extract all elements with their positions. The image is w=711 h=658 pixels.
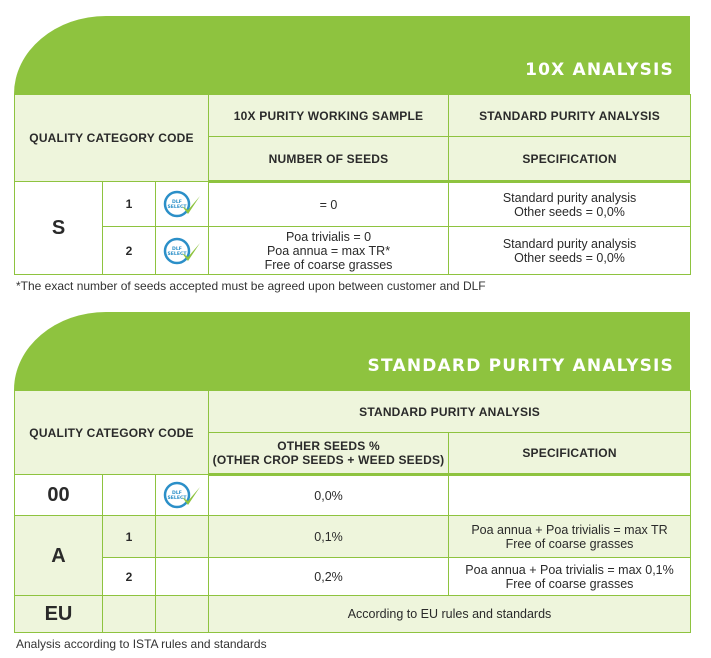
footnote: *The exact number of seeds accepted must… xyxy=(16,279,486,293)
sub-code: 2 xyxy=(102,226,156,275)
eu-rules-cell: According to EU rules and standards xyxy=(208,595,692,633)
table-10x-analysis: QUALITY CATEGORY CODE 10X PURITY WORKING… xyxy=(13,94,692,275)
category-code: A xyxy=(14,515,103,596)
svg-text:DLF: DLF xyxy=(172,490,182,496)
spec-cell xyxy=(448,474,692,516)
other-seeds-header: OTHER SEEDS % (OTHER CROP SEEDS + WEED SE… xyxy=(208,432,450,476)
svg-text:SELECT: SELECT xyxy=(167,251,187,257)
sub-code xyxy=(102,595,156,633)
badge-cell xyxy=(154,515,210,558)
svg-text:SELECT: SELECT xyxy=(167,495,187,501)
other-seeds-value: 0,2% xyxy=(208,557,450,596)
svg-text:DLF: DLF xyxy=(172,199,182,205)
quality-category-header: QUALITY CATEGORY CODE xyxy=(13,390,210,475)
category-code: EU xyxy=(14,595,103,633)
sub-code xyxy=(102,474,156,516)
footnote: Analysis according to ISTA rules and sta… xyxy=(16,637,267,651)
other-seeds-value: 0,1% xyxy=(208,515,450,558)
seeds-cell: Poa trivialis = 0 Poa annua = max TR* Free… xyxy=(208,226,450,275)
other-seeds-value: 0,0% xyxy=(208,474,450,516)
standard-purity-header: STANDARD PURITY ANALYSIS xyxy=(448,94,692,137)
quality-category-header: QUALITY CATEGORY CODE xyxy=(13,94,210,182)
standard-purity-group-header: STANDARD PURITY ANALYSIS xyxy=(208,390,692,433)
sub-code: 1 xyxy=(102,181,156,227)
spec-cell: Poa annua + Poa trivialis = max TR Free o… xyxy=(448,515,692,558)
table-standard-purity: QUALITY CATEGORY CODE STANDARD PURITY AN… xyxy=(13,390,692,633)
spec-cell: Poa annua + Poa trivialis = max 0,1% Free… xyxy=(448,557,692,596)
dlf-select-icon: DLF SELECT xyxy=(162,189,202,219)
badge-cell: DLF SELECT xyxy=(154,181,210,227)
banner-title: 10X ANALYSIS xyxy=(525,60,674,80)
specification-header: SPECIFICATION xyxy=(448,136,692,183)
badge-cell: DLF SELECT xyxy=(154,226,210,275)
svg-text:SELECT: SELECT xyxy=(167,204,187,210)
sub-code: 2 xyxy=(102,557,156,596)
dlf-select-icon: DLF SELECT xyxy=(162,236,202,266)
purity-sample-header: 10X PURITY WORKING SAMPLE xyxy=(208,94,450,137)
banner-standard-purity: STANDARD PURITY ANALYSIS xyxy=(14,312,690,390)
badge-cell xyxy=(154,595,210,633)
dlf-select-icon: DLF SELECT xyxy=(162,480,202,510)
badge-cell xyxy=(154,557,210,596)
category-code: 00 xyxy=(14,474,103,516)
category-code: S xyxy=(14,181,103,275)
spec-cell: Standard purity analysis Other seeds = 0,… xyxy=(448,226,692,275)
sub-code: 1 xyxy=(102,515,156,558)
seeds-cell: = 0 xyxy=(208,181,450,227)
banner-title: STANDARD PURITY ANALYSIS xyxy=(367,356,674,376)
specification-header: SPECIFICATION xyxy=(448,432,692,476)
badge-cell: DLF SELECT xyxy=(154,474,210,516)
svg-text:DLF: DLF xyxy=(172,246,182,252)
number-of-seeds-header: NUMBER OF SEEDS xyxy=(208,136,450,183)
spec-cell: Standard purity analysis Other seeds = 0,… xyxy=(448,181,692,227)
banner-10x-analysis: 10X ANALYSIS xyxy=(14,16,690,94)
